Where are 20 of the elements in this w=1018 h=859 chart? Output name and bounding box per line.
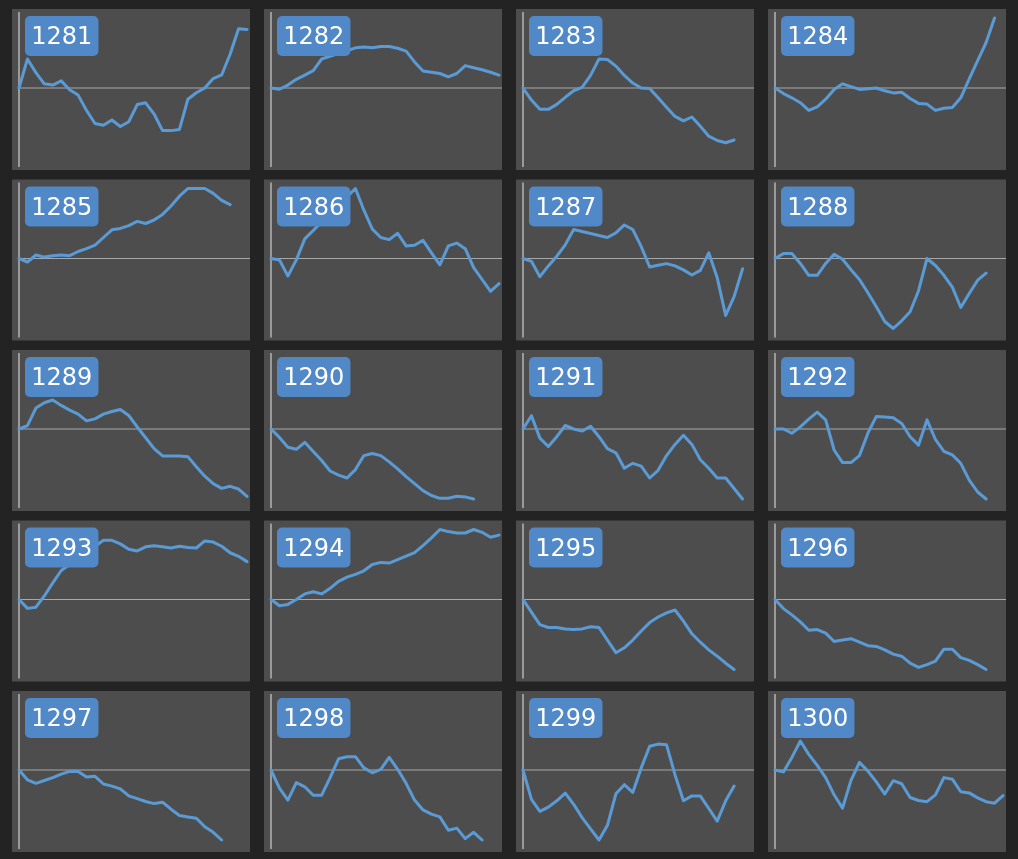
chart-title: 1291	[535, 363, 597, 392]
chart-title: 1285	[31, 192, 93, 221]
chart-title: 1294	[283, 533, 345, 562]
chart-title: 1289	[31, 363, 93, 392]
chart-title: 1283	[535, 22, 597, 51]
chart-title: 1288	[787, 192, 849, 221]
chart-title: 1297	[31, 704, 93, 733]
chart-title: 1295	[535, 533, 597, 562]
chart-title: 1299	[535, 704, 597, 733]
chart-title: 1286	[283, 192, 345, 221]
chart-title: 1298	[283, 704, 345, 733]
chart-title: 1282	[283, 22, 345, 51]
chart-title: 1290	[283, 363, 345, 392]
chart-title: 1293	[31, 533, 93, 562]
chart-title: 1284	[787, 22, 849, 51]
chart-title: 1281	[31, 22, 93, 51]
chart-title: 1292	[787, 363, 849, 392]
chart-title: 1296	[787, 533, 849, 562]
chart-title: 1287	[535, 192, 597, 221]
chart-title: 1300	[787, 704, 849, 733]
